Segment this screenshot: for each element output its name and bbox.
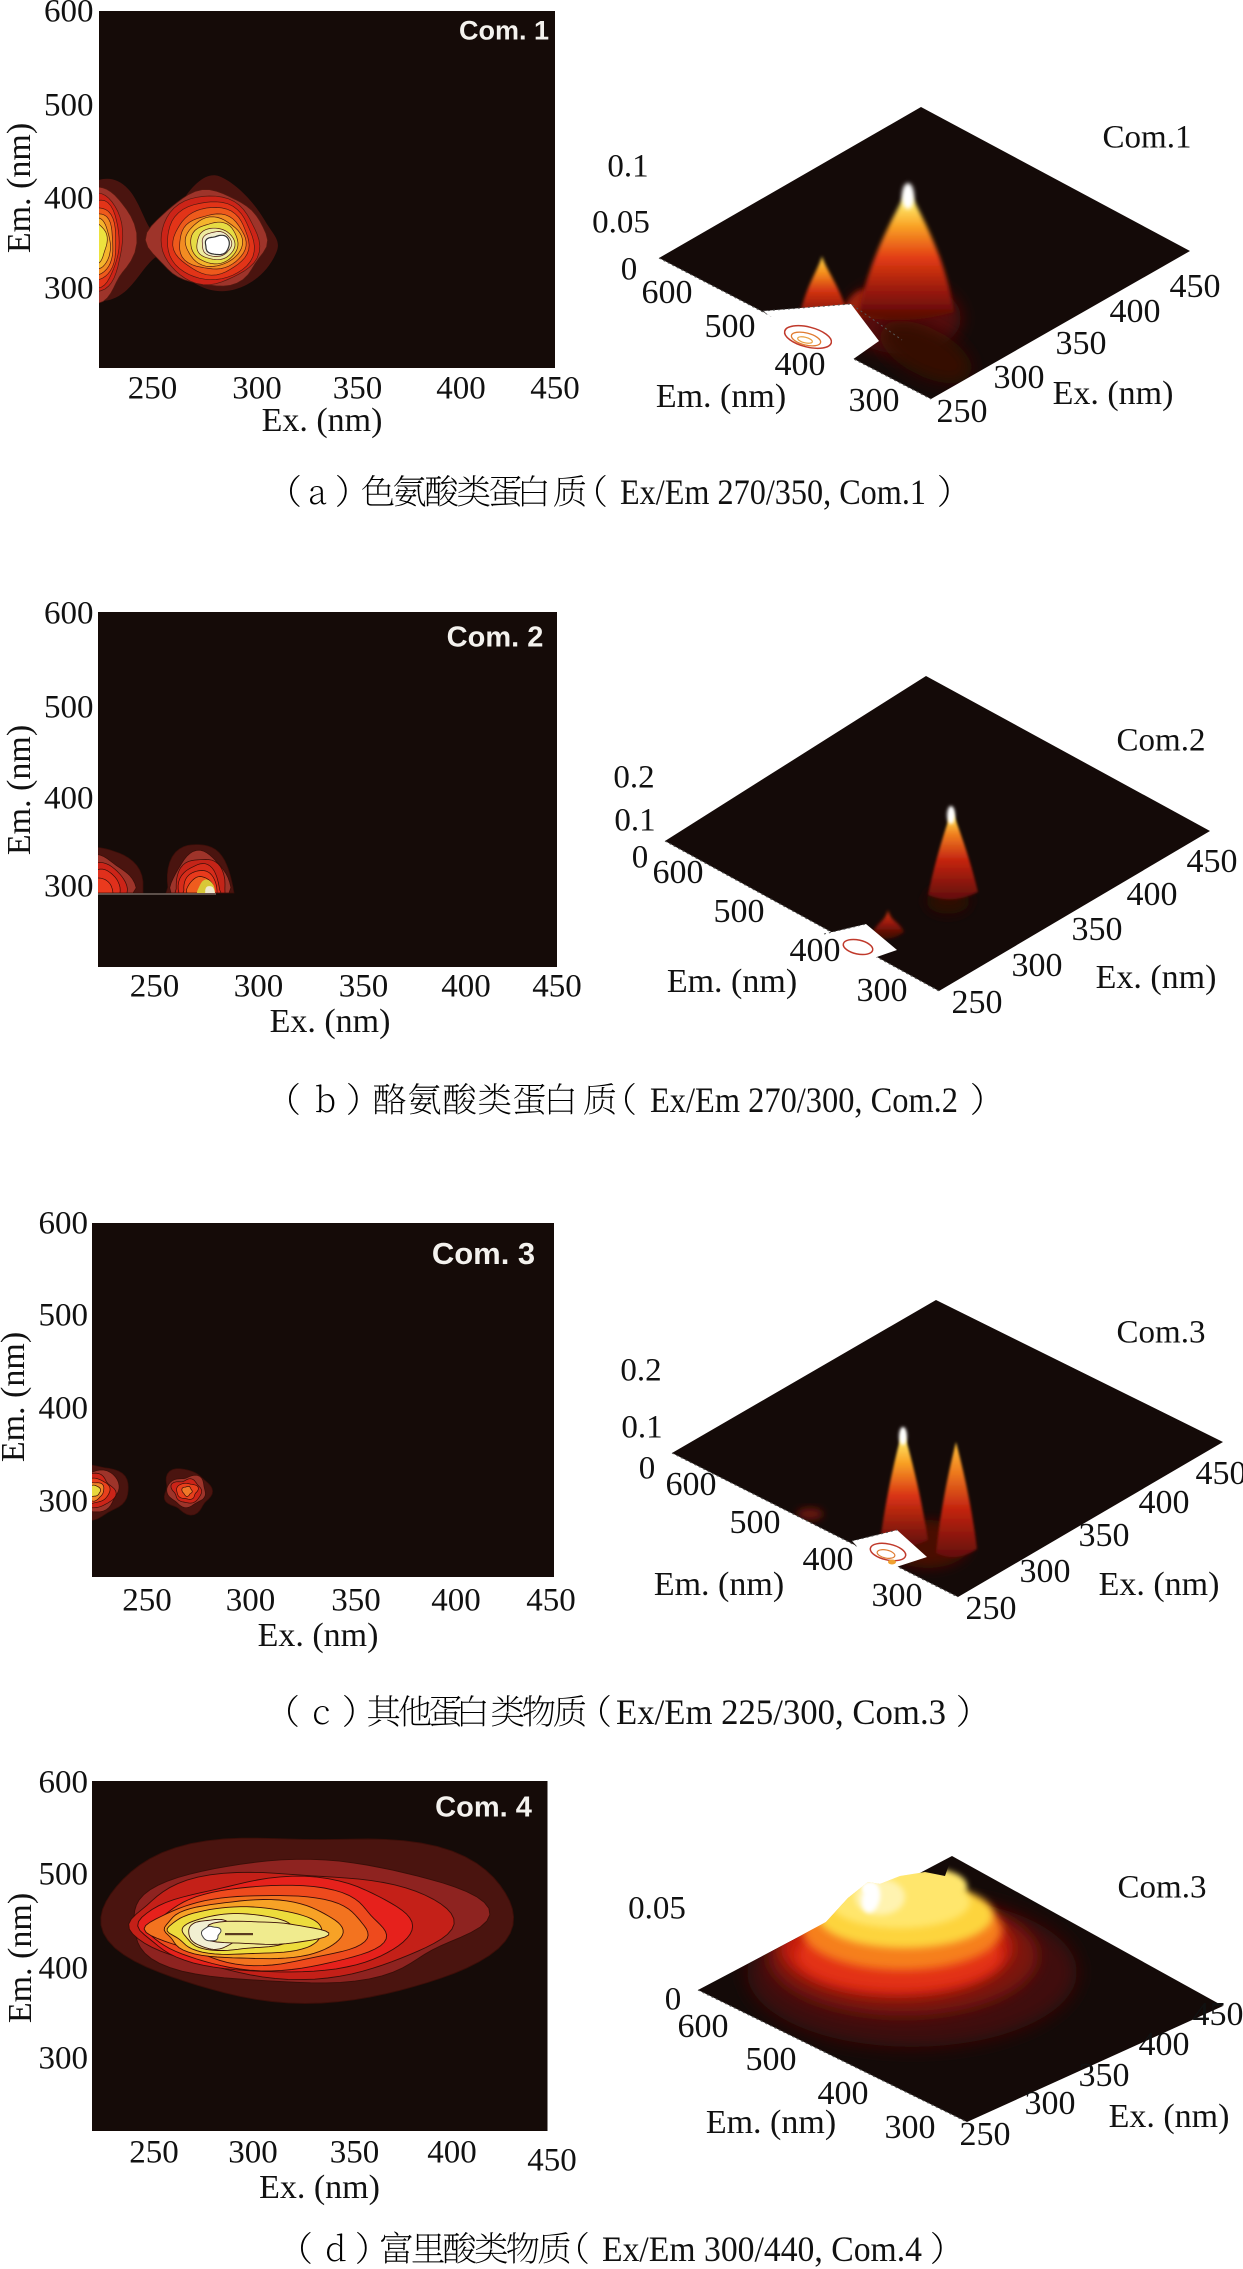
svg-text:Ex/Em 270/300, Com.2: Ex/Em 270/300, Com.2 (650, 1080, 958, 1120)
svg-text:Ex/Em 225/300, Com.3: Ex/Em 225/300, Com.3 (616, 1692, 946, 1732)
svg-text:Ex/Em 270/350, Com.1: Ex/Em 270/350, Com.1 (620, 472, 926, 512)
svg-text:Ex/Em 300/440, Com.4: Ex/Em 300/440, Com.4 (602, 2229, 922, 2269)
